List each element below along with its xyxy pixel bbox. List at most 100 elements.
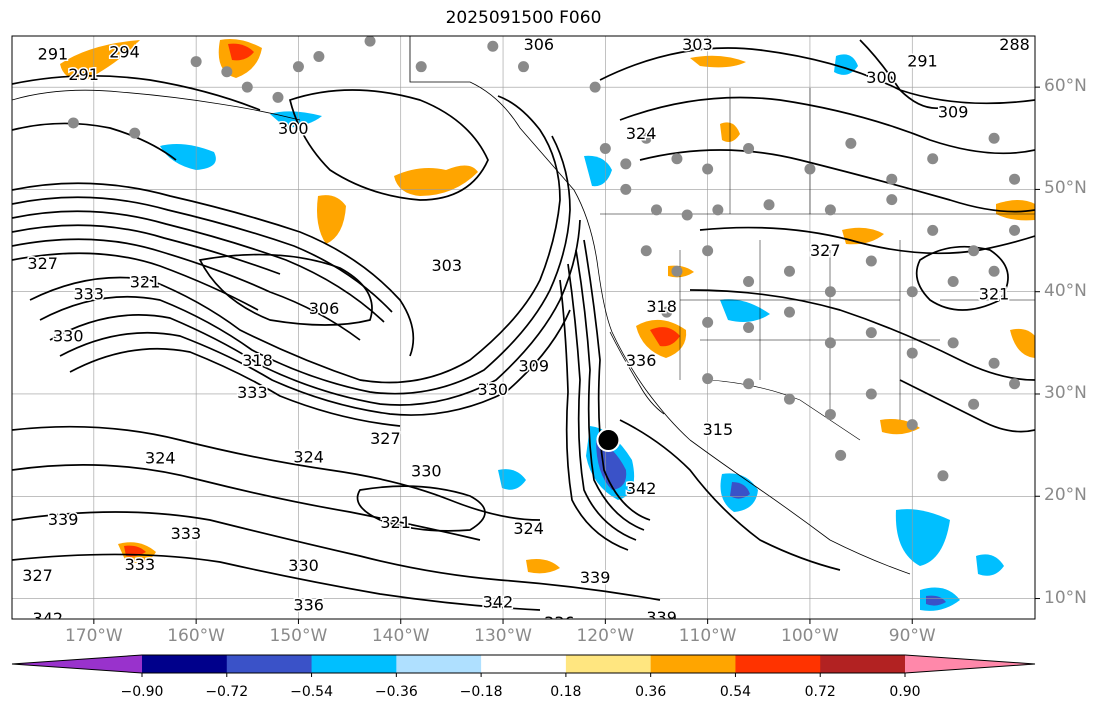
station-dot: [702, 373, 714, 385]
station-dot: [599, 143, 611, 155]
station-dot: [671, 265, 683, 277]
shade-negative: [895, 509, 950, 566]
colorbar-extend-high: [905, 655, 1035, 673]
shade-strong-negative: [926, 595, 946, 606]
contour-label: 291: [38, 44, 69, 63]
latitude-label: 10°N: [1044, 587, 1087, 608]
axis-ticks: [93, 86, 1040, 624]
shade-strong-positive: [650, 327, 680, 347]
colorbar-segment: [226, 655, 313, 673]
colorbar-segment: [311, 655, 397, 673]
colorbar-tick-label: 0.18: [550, 684, 582, 700]
contour-label: 330: [411, 462, 442, 481]
station-dot: [292, 61, 304, 73]
shade-positive: [996, 200, 1035, 221]
latitude-label: 40°N: [1044, 280, 1087, 301]
longitude-label: 110°W: [678, 626, 737, 646]
contour-label: 321: [979, 285, 1010, 304]
shade-positive: [394, 165, 478, 196]
contour-label: 294: [109, 42, 140, 61]
station-dot: [824, 408, 836, 420]
contour-label: 336: [544, 613, 575, 632]
contour-labels: 291 291 294 306 303 291 288 300 309 300 324 327 333 3…: [21, 35, 1032, 632]
aleutian-coast: [12, 89, 301, 121]
station-dot: [620, 158, 632, 170]
colorbar-segment: [396, 655, 482, 673]
station-dot: [620, 183, 632, 195]
station-dot: [518, 61, 529, 73]
shade-positive: [690, 55, 746, 68]
contour-line: [599, 47, 1035, 105]
station-dot: [1009, 173, 1021, 185]
contour-line: [619, 96, 1035, 155]
station-dot: [824, 204, 836, 216]
station-dot: [937, 470, 949, 482]
contour-label: 342: [33, 609, 64, 628]
station-dot: [67, 117, 79, 129]
contour-label: 327: [27, 254, 58, 273]
contour-line: [899, 379, 1035, 433]
colorbar-segment: [142, 655, 228, 673]
station-dot: [190, 56, 202, 68]
station-dot: [968, 398, 980, 410]
station-dot: [988, 132, 1000, 144]
contour-label: 291: [68, 65, 99, 84]
contour-line: [12, 553, 541, 611]
shade-negative: [498, 469, 526, 490]
contour-label: 315: [703, 420, 734, 439]
shade-positive: [1010, 328, 1035, 358]
station-dot: [927, 153, 939, 165]
shade-strong-negative: [596, 440, 627, 490]
station-dot: [835, 449, 847, 461]
colorbar-tick-label: −0.72: [205, 684, 249, 700]
station-dot: [865, 388, 877, 400]
contour-line: [619, 419, 841, 571]
longitude-label: 120°W: [576, 626, 635, 646]
contour-label: 342: [483, 593, 514, 612]
latitude-label: 30°N: [1044, 382, 1087, 403]
station-dot: [906, 347, 918, 359]
contour-label: 342: [626, 479, 657, 498]
contour-label: 339: [48, 510, 79, 529]
latitude-label: 20°N: [1044, 485, 1087, 506]
station-dot: [988, 265, 1000, 277]
colorbar-tick-label: 0.72: [804, 684, 836, 700]
longitude-label: 160°W: [167, 626, 225, 646]
station-dot: [845, 137, 857, 149]
longitude-label: 170°W: [64, 626, 123, 646]
station-markers: [67, 36, 1021, 482]
contour-label: 300: [278, 119, 309, 138]
station-dot: [487, 40, 499, 52]
station-dot: [906, 286, 918, 298]
station-dot: [221, 66, 233, 78]
station-dot: [272, 91, 284, 103]
contour-label: 300: [866, 68, 897, 87]
station-dot: [743, 275, 755, 287]
contour-line: [12, 182, 415, 357]
colorbar-segment: [481, 655, 567, 673]
theta-contours: [12, 39, 1035, 611]
contour-label: 303: [682, 35, 713, 54]
contour-label: 306: [524, 35, 555, 54]
contour-jet: [29, 95, 561, 384]
station-dot: [783, 306, 795, 318]
colorbar-segment: [650, 655, 736, 673]
colorbar: [11, 654, 1036, 677]
contour-label: 327: [22, 566, 53, 585]
contour-closed: [915, 245, 1009, 311]
colorbar-tick-label: −0.18: [459, 684, 503, 700]
contour-label: 309: [518, 356, 549, 375]
station-dot: [743, 322, 755, 333]
border-us-mexico: [709, 379, 861, 441]
station-dot: [783, 393, 795, 405]
contour-label: 309: [938, 103, 969, 122]
contour-label: 321: [380, 513, 411, 532]
colorbar-segment: [565, 655, 652, 673]
contour-label: 327: [370, 429, 401, 448]
station-dot: [1009, 224, 1021, 236]
station-dot: [783, 265, 795, 277]
longitude-label: 140°W: [371, 626, 430, 646]
contour-line: [859, 39, 941, 110]
shade-negative: [160, 144, 216, 170]
